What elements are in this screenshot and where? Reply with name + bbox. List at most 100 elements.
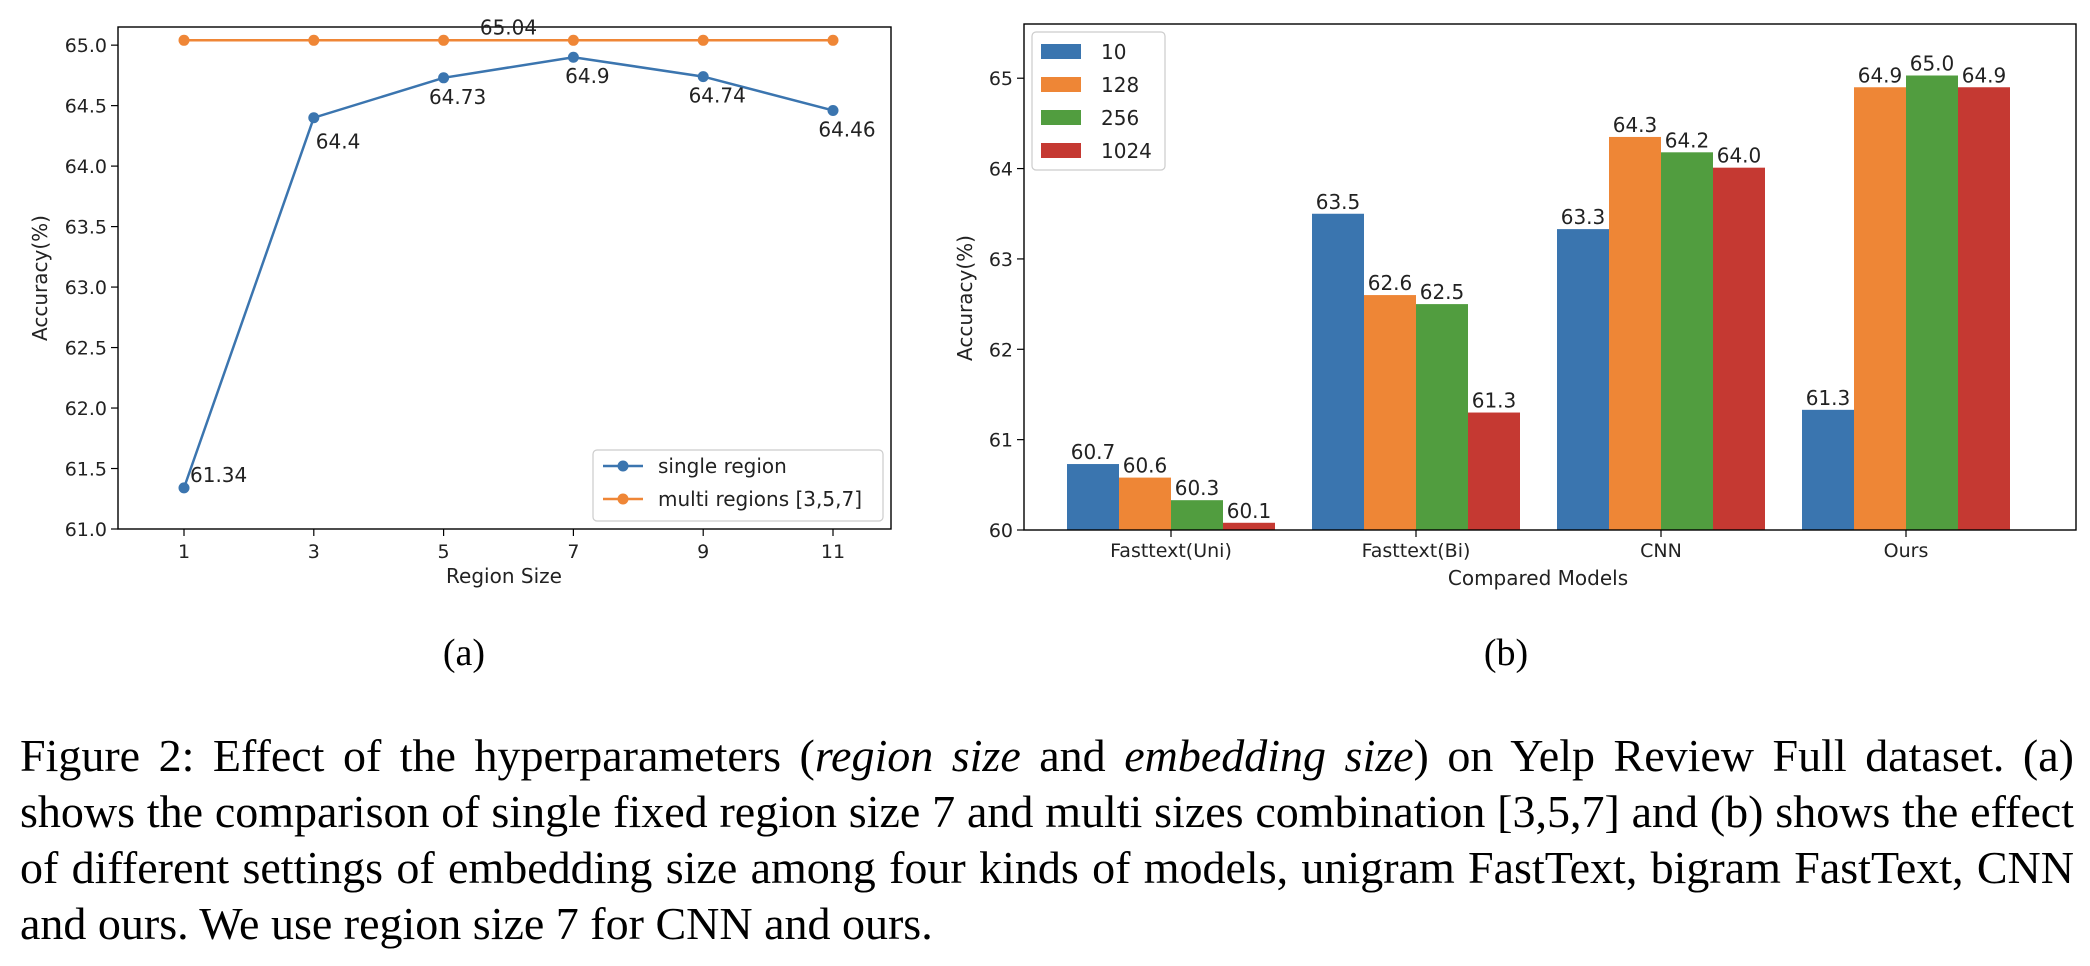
legend-swatch-256 — [1041, 110, 1081, 125]
b-data-label: 60.7 — [1071, 440, 1116, 464]
legend-marker-single-region — [617, 460, 629, 472]
b-data-label: 60.6 — [1123, 454, 1168, 478]
chart-a-plot-frame — [117, 26, 892, 530]
b-ytick-label: 60 — [989, 520, 1013, 542]
a-xtick-label: 5 — [438, 541, 450, 563]
a-ytick-label: 65.0 — [65, 35, 107, 57]
b-data-label: 65.0 — [1910, 52, 1955, 76]
a-ytick-label: 64.0 — [65, 156, 107, 178]
a-data-label-multi: 65.04 — [480, 15, 537, 39]
a-point-single-region — [438, 72, 450, 84]
b-data-label: 63.5 — [1316, 190, 1361, 214]
a-xtick-label: 1 — [178, 541, 190, 563]
b-data-label: 60.1 — [1227, 499, 1272, 523]
chart-b-xlabel: Compared Models — [1448, 566, 1628, 590]
bar-fasttext-bi-10 — [1312, 213, 1364, 530]
a-point-multi-regions-3-5-7 — [308, 34, 320, 46]
b-xtick-label: CNN — [1640, 540, 1682, 562]
a-point-multi-regions-3-5-7 — [438, 34, 450, 46]
chart-a-legend-box — [592, 449, 884, 522]
bar-ours-10 — [1802, 409, 1854, 530]
a-data-label: 64.74 — [689, 84, 746, 108]
b-data-label: 61.3 — [1806, 386, 1851, 410]
a-xtick-label: 11 — [821, 541, 845, 563]
bar-fasttext-uni-10 — [1067, 464, 1119, 530]
caption-term-embedding-size: embedding size — [1124, 730, 1414, 781]
chart-b-ylabel: Accuracy(%) — [953, 235, 977, 361]
b-ytick-label: 63 — [989, 249, 1013, 271]
a-data-label: 64.4 — [316, 130, 361, 154]
chart-a-sublabel: (a) — [443, 632, 485, 674]
b-data-label: 64.9 — [1962, 63, 2007, 87]
legend-label-10: 10 — [1101, 40, 1126, 64]
a-data-label: 64.9 — [565, 64, 610, 88]
a-xtick-label: 3 — [308, 541, 320, 563]
figure-caption: Figure 2: Effect of the hyperparameters … — [20, 728, 2074, 952]
bar-cnn-256 — [1661, 152, 1713, 531]
a-point-multi-regions-3-5-7 — [697, 34, 709, 46]
a-point-single-region — [308, 112, 320, 124]
a-point-single-region — [827, 104, 839, 116]
b-data-label: 61.3 — [1472, 389, 1517, 413]
a-data-label: 64.73 — [429, 85, 486, 109]
bar-fasttext-bi-256 — [1416, 304, 1468, 530]
legend-marker-multi-regions — [617, 493, 629, 505]
bar-fasttext-uni-256 — [1171, 500, 1223, 530]
a-data-label: 61.34 — [190, 463, 247, 487]
b-xtick-label: Ours — [1884, 540, 1929, 562]
a-ytick-label: 63.5 — [65, 217, 107, 239]
a-point-single-region — [697, 71, 709, 83]
legend-label-multi-regions: multi regions [3,5,7] — [658, 487, 862, 511]
chart-b-legend: 10 128 256 1024 — [1031, 31, 1166, 171]
a-point-single-region — [178, 482, 190, 494]
chart-b: 60.7 60.6 60.3 60.1 63.5 62.6 62.5 61.3 63.3 64.3… — [953, 23, 2077, 674]
chart-b-legend-box — [1031, 31, 1166, 171]
a-xtick-label: 7 — [567, 541, 579, 563]
b-data-label: 62.6 — [1368, 271, 1413, 295]
bar-fasttext-bi-1024 — [1468, 412, 1520, 530]
bar-ours-1024 — [1958, 87, 2010, 530]
a-data-label: 64.46 — [818, 117, 875, 141]
figure: 61.0 61.5 62.0 62.5 63.0 63.5 64.0 64.5 65.0 1 3 5 7… — [28, 15, 2077, 674]
bar-ours-128 — [1854, 87, 1906, 530]
b-xtick-label: Fasttext(Bi) — [1362, 540, 1471, 562]
chart-b-sublabel: (b) — [1484, 632, 1528, 674]
a-ytick-label: 61.0 — [65, 519, 107, 541]
a-point-multi-regions-3-5-7 — [567, 34, 579, 46]
bar-fasttext-bi-128 — [1364, 295, 1416, 530]
legend-label-single-region: single region — [658, 454, 787, 478]
b-ytick-label: 65 — [989, 68, 1013, 90]
chart-b-plot-frame — [1023, 23, 2077, 531]
b-data-label: 60.3 — [1175, 476, 1220, 500]
b-data-label: 64.0 — [1717, 144, 1762, 168]
caption-term-region-size: region size — [814, 730, 1021, 781]
chart-a-legend: single region multi regions [3,5,7] — [592, 449, 884, 522]
chart-a-xlabel: Region Size — [446, 564, 562, 588]
b-ytick-label: 61 — [989, 430, 1013, 452]
a-ytick-label: 63.0 — [65, 277, 107, 299]
legend-label-128: 128 — [1101, 73, 1139, 97]
a-point-single-region — [567, 51, 579, 63]
legend-swatch-10 — [1041, 44, 1081, 59]
a-point-multi-regions-3-5-7 — [178, 34, 190, 46]
b-data-label: 63.3 — [1561, 205, 1606, 229]
a-point-multi-regions-3-5-7 — [827, 34, 839, 46]
b-data-label: 64.9 — [1858, 63, 1903, 87]
a-ytick-label: 62.0 — [65, 398, 107, 420]
caption-prefix: Figure 2: Effect of the hyperparameters … — [20, 730, 815, 781]
chart-a: 61.0 61.5 62.0 62.5 63.0 63.5 64.0 64.5 65.0 1 3 5 7… — [28, 15, 892, 674]
bar-cnn-10 — [1557, 229, 1609, 530]
b-ytick-label: 62 — [989, 339, 1013, 361]
caption-mid: and — [1020, 730, 1125, 781]
a-ytick-label: 61.5 — [65, 459, 107, 481]
legend-swatch-1024 — [1041, 143, 1081, 158]
a-ytick-label: 62.5 — [65, 338, 107, 360]
bar-cnn-1024 — [1713, 167, 1765, 531]
a-ytick-label: 64.5 — [65, 96, 107, 118]
legend-swatch-128 — [1041, 77, 1081, 92]
legend-label-1024: 1024 — [1101, 139, 1152, 163]
caption-suffix: ) on Yelp Review Full dataset. (a) shows… — [20, 730, 2074, 949]
b-ytick-label: 64 — [989, 159, 1013, 181]
bar-ours-256 — [1906, 75, 1958, 530]
b-data-label: 64.2 — [1665, 128, 1710, 152]
